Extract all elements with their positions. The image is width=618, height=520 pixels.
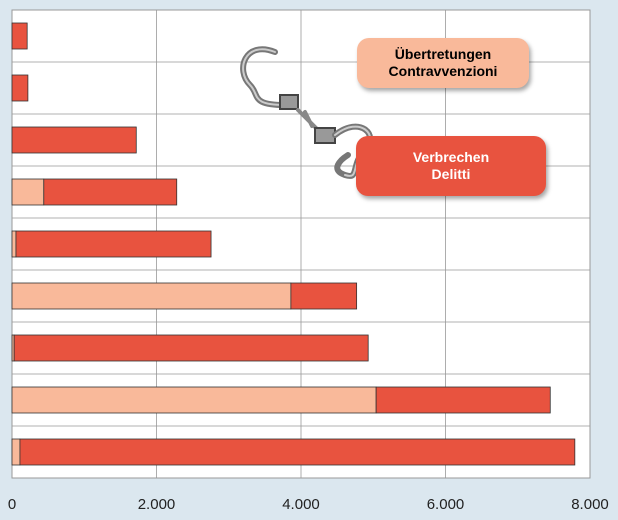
x-tick-label: 2.000 — [138, 496, 176, 513]
bar — [11, 438, 21, 466]
bar — [375, 386, 551, 414]
x-tick-label: 0 — [8, 496, 16, 513]
legend-item: Übertretungen Contravvenzioni — [357, 38, 529, 88]
bar — [290, 282, 358, 310]
bar — [11, 386, 377, 414]
bar — [11, 22, 28, 50]
bar — [11, 230, 17, 258]
bar — [19, 438, 576, 466]
legend-label: Verbrechen Delitti — [412, 149, 490, 182]
legend-item: Verbrechen Delitti — [356, 136, 546, 196]
x-tick-label: 6.000 — [427, 496, 465, 513]
bar — [43, 178, 178, 206]
bar — [11, 126, 137, 154]
bar — [11, 178, 45, 206]
bar — [13, 334, 369, 362]
bar — [15, 230, 212, 258]
x-tick-label: 4.000 — [282, 496, 320, 513]
bar — [11, 74, 29, 102]
x-tick-label: 8.000 — [571, 496, 609, 513]
bar — [11, 282, 292, 310]
legend-label: Übertretungen Contravvenzioni — [388, 46, 498, 79]
